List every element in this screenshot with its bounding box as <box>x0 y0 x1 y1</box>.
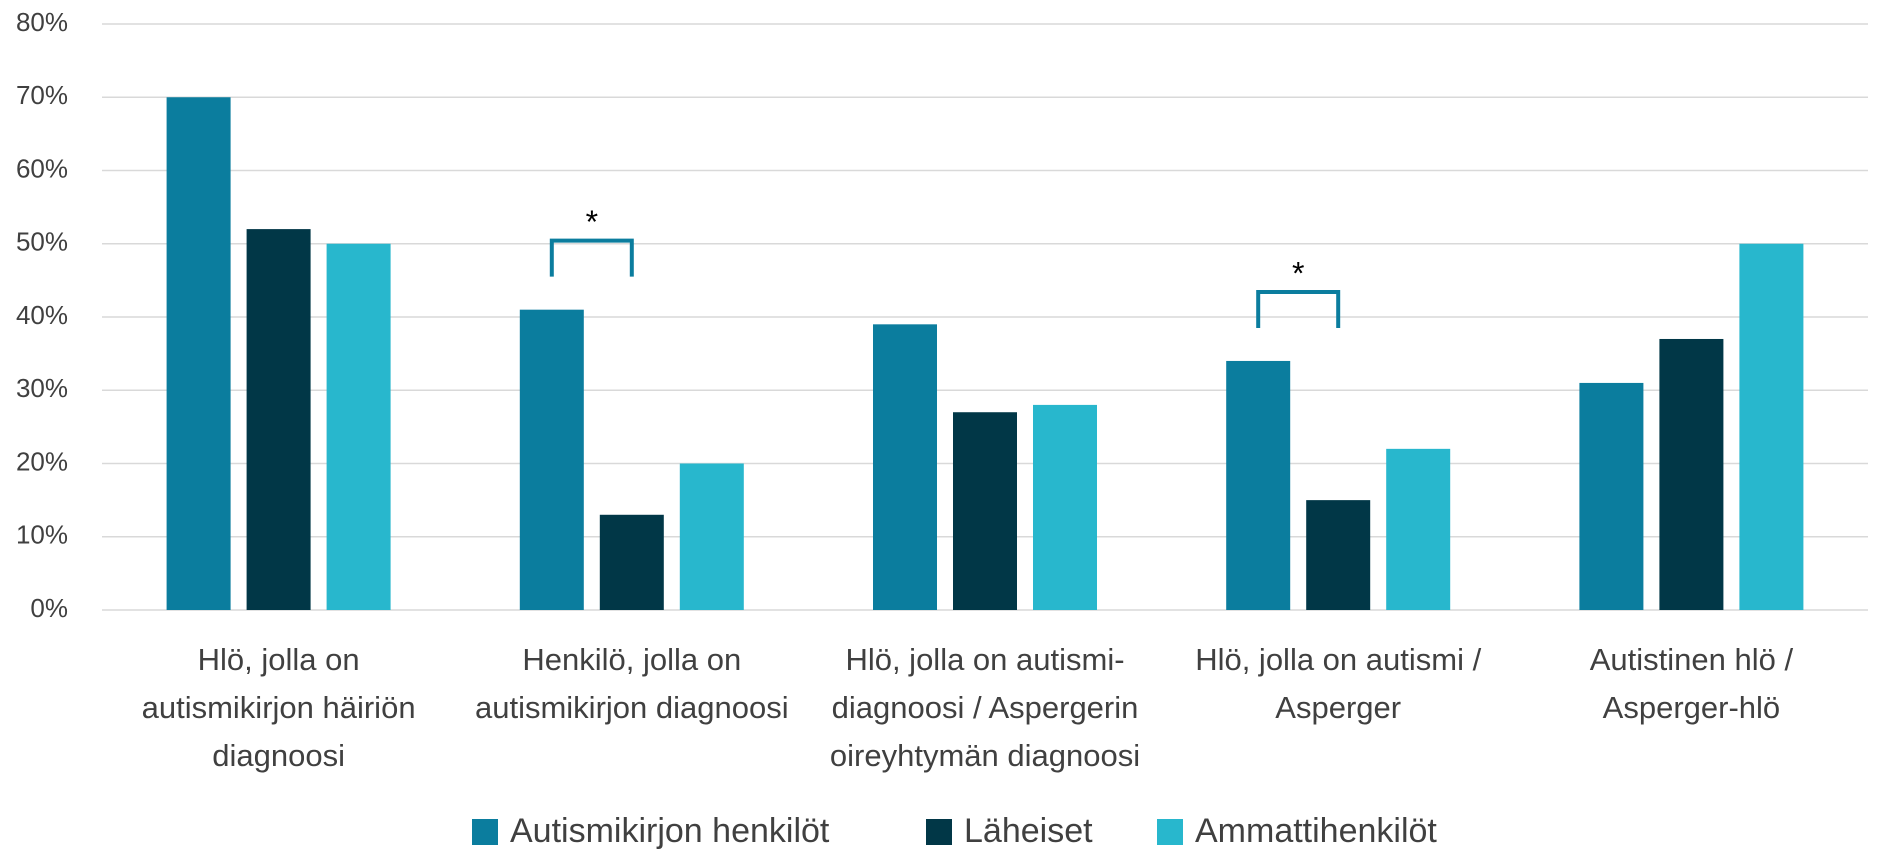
x-tick-label: diagnoosi <box>212 738 345 773</box>
x-tick-label: Hlö, jolla on autismi / <box>1195 642 1481 677</box>
bar <box>1226 360 1291 610</box>
legend-swatch <box>472 819 498 845</box>
x-tick-label: diagnoosi / Aspergerin <box>832 690 1139 725</box>
x-tick-label: Autistinen hlö / <box>1590 642 1794 677</box>
y-tick-label: 0% <box>30 593 68 623</box>
x-tick-label: autismikirjon diagnoosi <box>475 690 789 725</box>
legend-label: Ammattihenkilöt <box>1195 812 1437 850</box>
y-tick-label: 30% <box>16 373 68 403</box>
bar <box>1033 404 1097 610</box>
bar <box>1306 500 1371 610</box>
significance-bracket <box>1256 289 1341 328</box>
y-tick-label: 60% <box>16 153 68 183</box>
x-tick-label: Asperger <box>1275 690 1401 725</box>
bar <box>1659 338 1724 610</box>
annotation: * <box>586 204 598 240</box>
x-tick-label: Hlö, jolla on autismi- <box>845 642 1124 677</box>
y-tick-label: 40% <box>16 300 68 330</box>
x-tick-label: Henkilö, jolla on <box>522 642 741 677</box>
annotation: * <box>1292 255 1304 291</box>
bar <box>326 243 391 610</box>
y-tick-label: 70% <box>16 80 68 110</box>
bar <box>1739 243 1804 610</box>
bar <box>1579 382 1644 610</box>
legend-label: Autismikirjon henkilöt <box>510 812 830 850</box>
significance-bracket <box>549 238 634 277</box>
bar <box>873 324 937 610</box>
bar <box>519 309 584 610</box>
x-tick-label: Asperger-hlö <box>1603 690 1780 725</box>
bar <box>599 514 664 610</box>
bar <box>246 229 311 610</box>
x-tick-label: autismikirjon häiriön <box>142 690 416 725</box>
legend-swatch <box>1157 819 1183 845</box>
legend-label: Läheiset <box>964 812 1093 850</box>
x-tick-label: oireyhtymän diagnoosi <box>830 738 1140 773</box>
bar <box>953 412 1017 610</box>
x-tick-label: Hlö, jolla on <box>198 642 360 677</box>
bar <box>166 97 231 610</box>
legend-swatch <box>926 819 952 845</box>
y-tick-label: 20% <box>16 446 68 476</box>
bar <box>679 463 744 610</box>
y-tick-label: 10% <box>16 520 68 550</box>
y-tick-label: 50% <box>16 227 68 257</box>
y-tick-label: 80% <box>16 7 68 37</box>
bar <box>1386 448 1451 610</box>
